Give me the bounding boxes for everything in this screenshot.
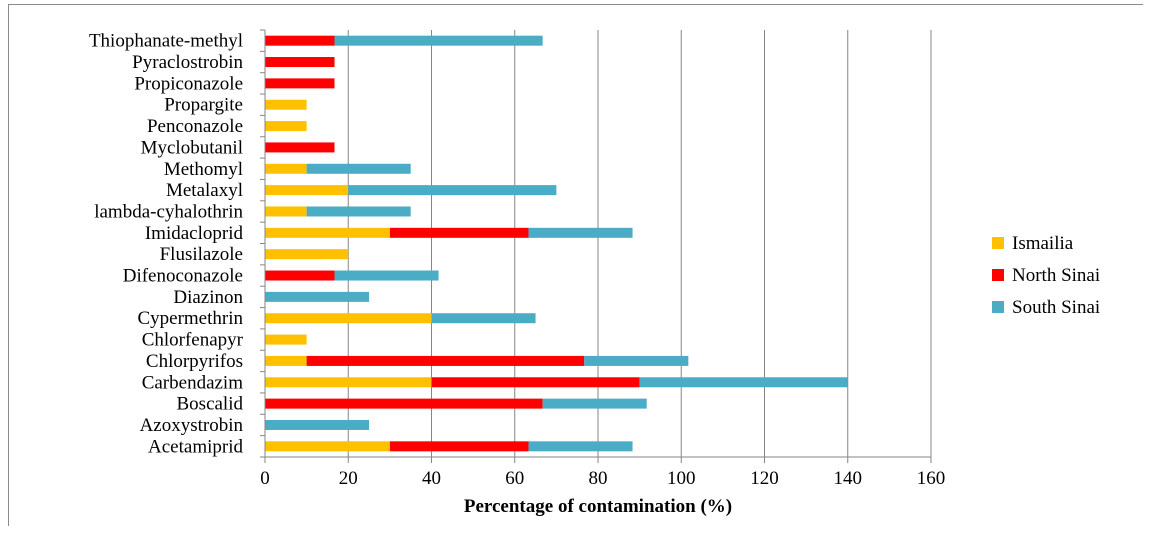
bar-north-sinai-11 bbox=[265, 270, 335, 281]
bar-ismailia-7 bbox=[265, 185, 349, 196]
category-label: Difenoconazole bbox=[123, 266, 243, 287]
legend: Ismailia North Sinai South Sinai bbox=[992, 233, 1100, 318]
category-label: Pyraclostrobin bbox=[132, 52, 243, 73]
bar-north-sinai-2 bbox=[265, 78, 335, 89]
category-label: Imidacloprid bbox=[145, 223, 244, 244]
x-tick-label: 140 bbox=[834, 468, 863, 489]
bar-south-sinai-19 bbox=[528, 441, 633, 452]
category-label: Propiconazole bbox=[134, 73, 243, 94]
bar-ismailia-16 bbox=[265, 377, 432, 388]
bar-ismailia-15 bbox=[265, 355, 307, 366]
legend-swatch-south-sinai bbox=[992, 301, 1004, 313]
bar-north-sinai-19 bbox=[389, 441, 529, 452]
x-tick-label: 60 bbox=[505, 468, 524, 489]
chart-frame bbox=[8, 4, 1143, 526]
bar-south-sinai-13 bbox=[431, 313, 536, 324]
category-label: Chlorpyrifos bbox=[146, 351, 243, 372]
bar-ismailia-6 bbox=[265, 163, 307, 174]
bar-north-sinai-1 bbox=[265, 57, 335, 68]
bar-south-sinai-0 bbox=[334, 35, 543, 46]
category-label: Cypermethrin bbox=[137, 308, 243, 329]
legend-label: South Sinai bbox=[1012, 297, 1100, 318]
bar-north-sinai-17 bbox=[265, 398, 543, 409]
x-tick-label: 120 bbox=[750, 468, 779, 489]
category-label: Myclobutanil bbox=[141, 137, 243, 158]
x-tick-label: 80 bbox=[589, 468, 608, 489]
category-label: lambda-cyhalothrin bbox=[94, 201, 243, 222]
category-label: Propargite bbox=[164, 95, 243, 116]
category-label: Methomyl bbox=[164, 159, 243, 180]
x-tick-label: 40 bbox=[422, 468, 441, 489]
bar-ismailia-19 bbox=[265, 441, 390, 452]
category-label: Flusilazole bbox=[160, 244, 243, 265]
bar-ismailia-14 bbox=[265, 334, 307, 345]
bar-south-sinai-15 bbox=[584, 355, 689, 366]
legend-label: North Sinai bbox=[1012, 265, 1100, 286]
bar-south-sinai-12 bbox=[265, 291, 370, 302]
category-label: Thiophanate-methyl bbox=[89, 31, 243, 52]
bar-north-sinai-16 bbox=[431, 377, 640, 388]
legend-swatch-north-sinai bbox=[992, 269, 1004, 281]
x-tick-label: 100 bbox=[667, 468, 696, 489]
x-tick-label: 160 bbox=[917, 468, 946, 489]
bar-ismailia-10 bbox=[265, 249, 349, 260]
bar-south-sinai-6 bbox=[306, 163, 411, 174]
bar-south-sinai-11 bbox=[334, 270, 439, 281]
bar-north-sinai-15 bbox=[306, 355, 585, 366]
category-labels: Thiophanate-methylPyraclostrobinPropicon… bbox=[89, 31, 244, 458]
axes bbox=[260, 29, 932, 463]
bar-north-sinai-0 bbox=[265, 35, 335, 46]
bar-south-sinai-17 bbox=[542, 398, 647, 409]
x-tick-label: 0 bbox=[260, 468, 270, 489]
bar-south-sinai-8 bbox=[306, 206, 411, 217]
category-label: Metalaxyl bbox=[166, 180, 243, 201]
bar-ismailia-3 bbox=[265, 99, 307, 110]
bar-north-sinai-9 bbox=[389, 227, 529, 238]
bar-south-sinai-7 bbox=[348, 185, 557, 196]
bar-south-sinai-16 bbox=[639, 377, 848, 388]
legend-label: Ismailia bbox=[1012, 233, 1074, 254]
bars bbox=[265, 35, 848, 452]
category-label: Acetamiprid bbox=[148, 436, 243, 457]
x-axis-title: Percentage of contamination (%) bbox=[464, 496, 732, 517]
bar-north-sinai-5 bbox=[265, 142, 335, 153]
category-label: Azoxystrobin bbox=[140, 415, 244, 436]
category-label: Diazinon bbox=[173, 287, 243, 308]
category-label: Penconazole bbox=[147, 116, 243, 137]
category-label: Boscalid bbox=[177, 394, 244, 415]
x-tick-label: 20 bbox=[339, 468, 358, 489]
bar-south-sinai-9 bbox=[528, 227, 633, 238]
bar-ismailia-4 bbox=[265, 121, 307, 132]
gridlines bbox=[347, 30, 932, 457]
bar-ismailia-13 bbox=[265, 313, 432, 324]
x-tick-labels: 0 20 40 60 80 100 120 140 160 bbox=[260, 468, 945, 489]
bar-ismailia-9 bbox=[265, 227, 390, 238]
legend-swatch-ismailia bbox=[992, 237, 1004, 249]
bar-south-sinai-18 bbox=[265, 419, 370, 430]
category-label: Chlorfenapyr bbox=[142, 330, 244, 351]
category-label: Carbendazim bbox=[142, 372, 244, 393]
bar-ismailia-8 bbox=[265, 206, 307, 217]
